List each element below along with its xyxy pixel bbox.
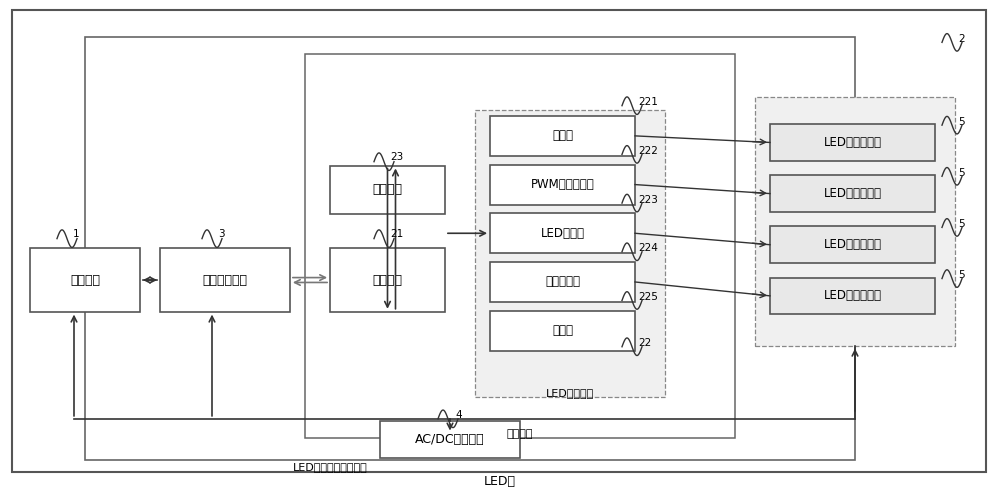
- Text: LED灯珠或灯条: LED灯珠或灯条: [824, 289, 882, 302]
- Text: 数据存储器: 数据存储器: [545, 276, 580, 288]
- Bar: [330, 248, 445, 312]
- Text: 5: 5: [958, 219, 965, 229]
- Text: 5: 5: [958, 270, 965, 280]
- Text: 2: 2: [958, 34, 965, 44]
- Bar: [490, 213, 635, 253]
- Text: 224: 224: [638, 244, 658, 253]
- Text: LED灯珠或灯条: LED灯珠或灯条: [824, 238, 882, 251]
- Bar: [380, 421, 520, 458]
- Text: LED灯: LED灯: [484, 475, 516, 487]
- Text: 寄存器: 寄存器: [552, 324, 573, 337]
- Text: LED驱动芯片: LED驱动芯片: [546, 388, 594, 398]
- Text: LED灯珠或灯条: LED灯珠或灯条: [824, 187, 882, 200]
- Text: 222: 222: [638, 146, 658, 156]
- Text: LED驱动器: LED驱动器: [540, 227, 584, 240]
- Bar: [305, 54, 735, 438]
- Text: LED灯珠或灯条: LED灯珠或灯条: [824, 136, 882, 149]
- Bar: [770, 226, 935, 263]
- Bar: [30, 248, 140, 312]
- Bar: [330, 166, 445, 214]
- Text: 存储单元: 存储单元: [372, 184, 402, 196]
- Text: 5: 5: [958, 168, 965, 178]
- Text: 4: 4: [455, 410, 462, 420]
- Text: 5: 5: [958, 117, 965, 127]
- Bar: [770, 278, 935, 314]
- Bar: [490, 165, 635, 205]
- Bar: [770, 124, 935, 161]
- Text: 控制单元: 控制单元: [372, 274, 402, 286]
- Text: 无线通信模块: 无线通信模块: [202, 274, 248, 286]
- Text: AC/DC电源模块: AC/DC电源模块: [415, 433, 485, 446]
- Text: 1: 1: [73, 229, 80, 239]
- Text: LED灯的智能控制系统: LED灯的智能控制系统: [293, 462, 367, 471]
- Text: 225: 225: [638, 292, 658, 302]
- Bar: [490, 116, 635, 156]
- Text: 21: 21: [390, 229, 403, 239]
- Text: 23: 23: [390, 152, 403, 162]
- Text: 无线终端: 无线终端: [70, 274, 100, 286]
- Bar: [160, 248, 290, 312]
- Bar: [755, 97, 955, 346]
- Bar: [475, 110, 665, 397]
- Bar: [770, 175, 935, 212]
- Text: 221: 221: [638, 97, 658, 107]
- Text: 3: 3: [218, 229, 225, 239]
- Bar: [85, 37, 855, 460]
- Bar: [490, 311, 635, 351]
- Text: 22: 22: [638, 338, 651, 348]
- Text: 控制器: 控制器: [552, 130, 573, 142]
- Bar: [490, 262, 635, 302]
- Text: PWM信号发生器: PWM信号发生器: [531, 178, 594, 191]
- Text: 处理模块: 处理模块: [507, 430, 533, 439]
- Text: 223: 223: [638, 195, 658, 205]
